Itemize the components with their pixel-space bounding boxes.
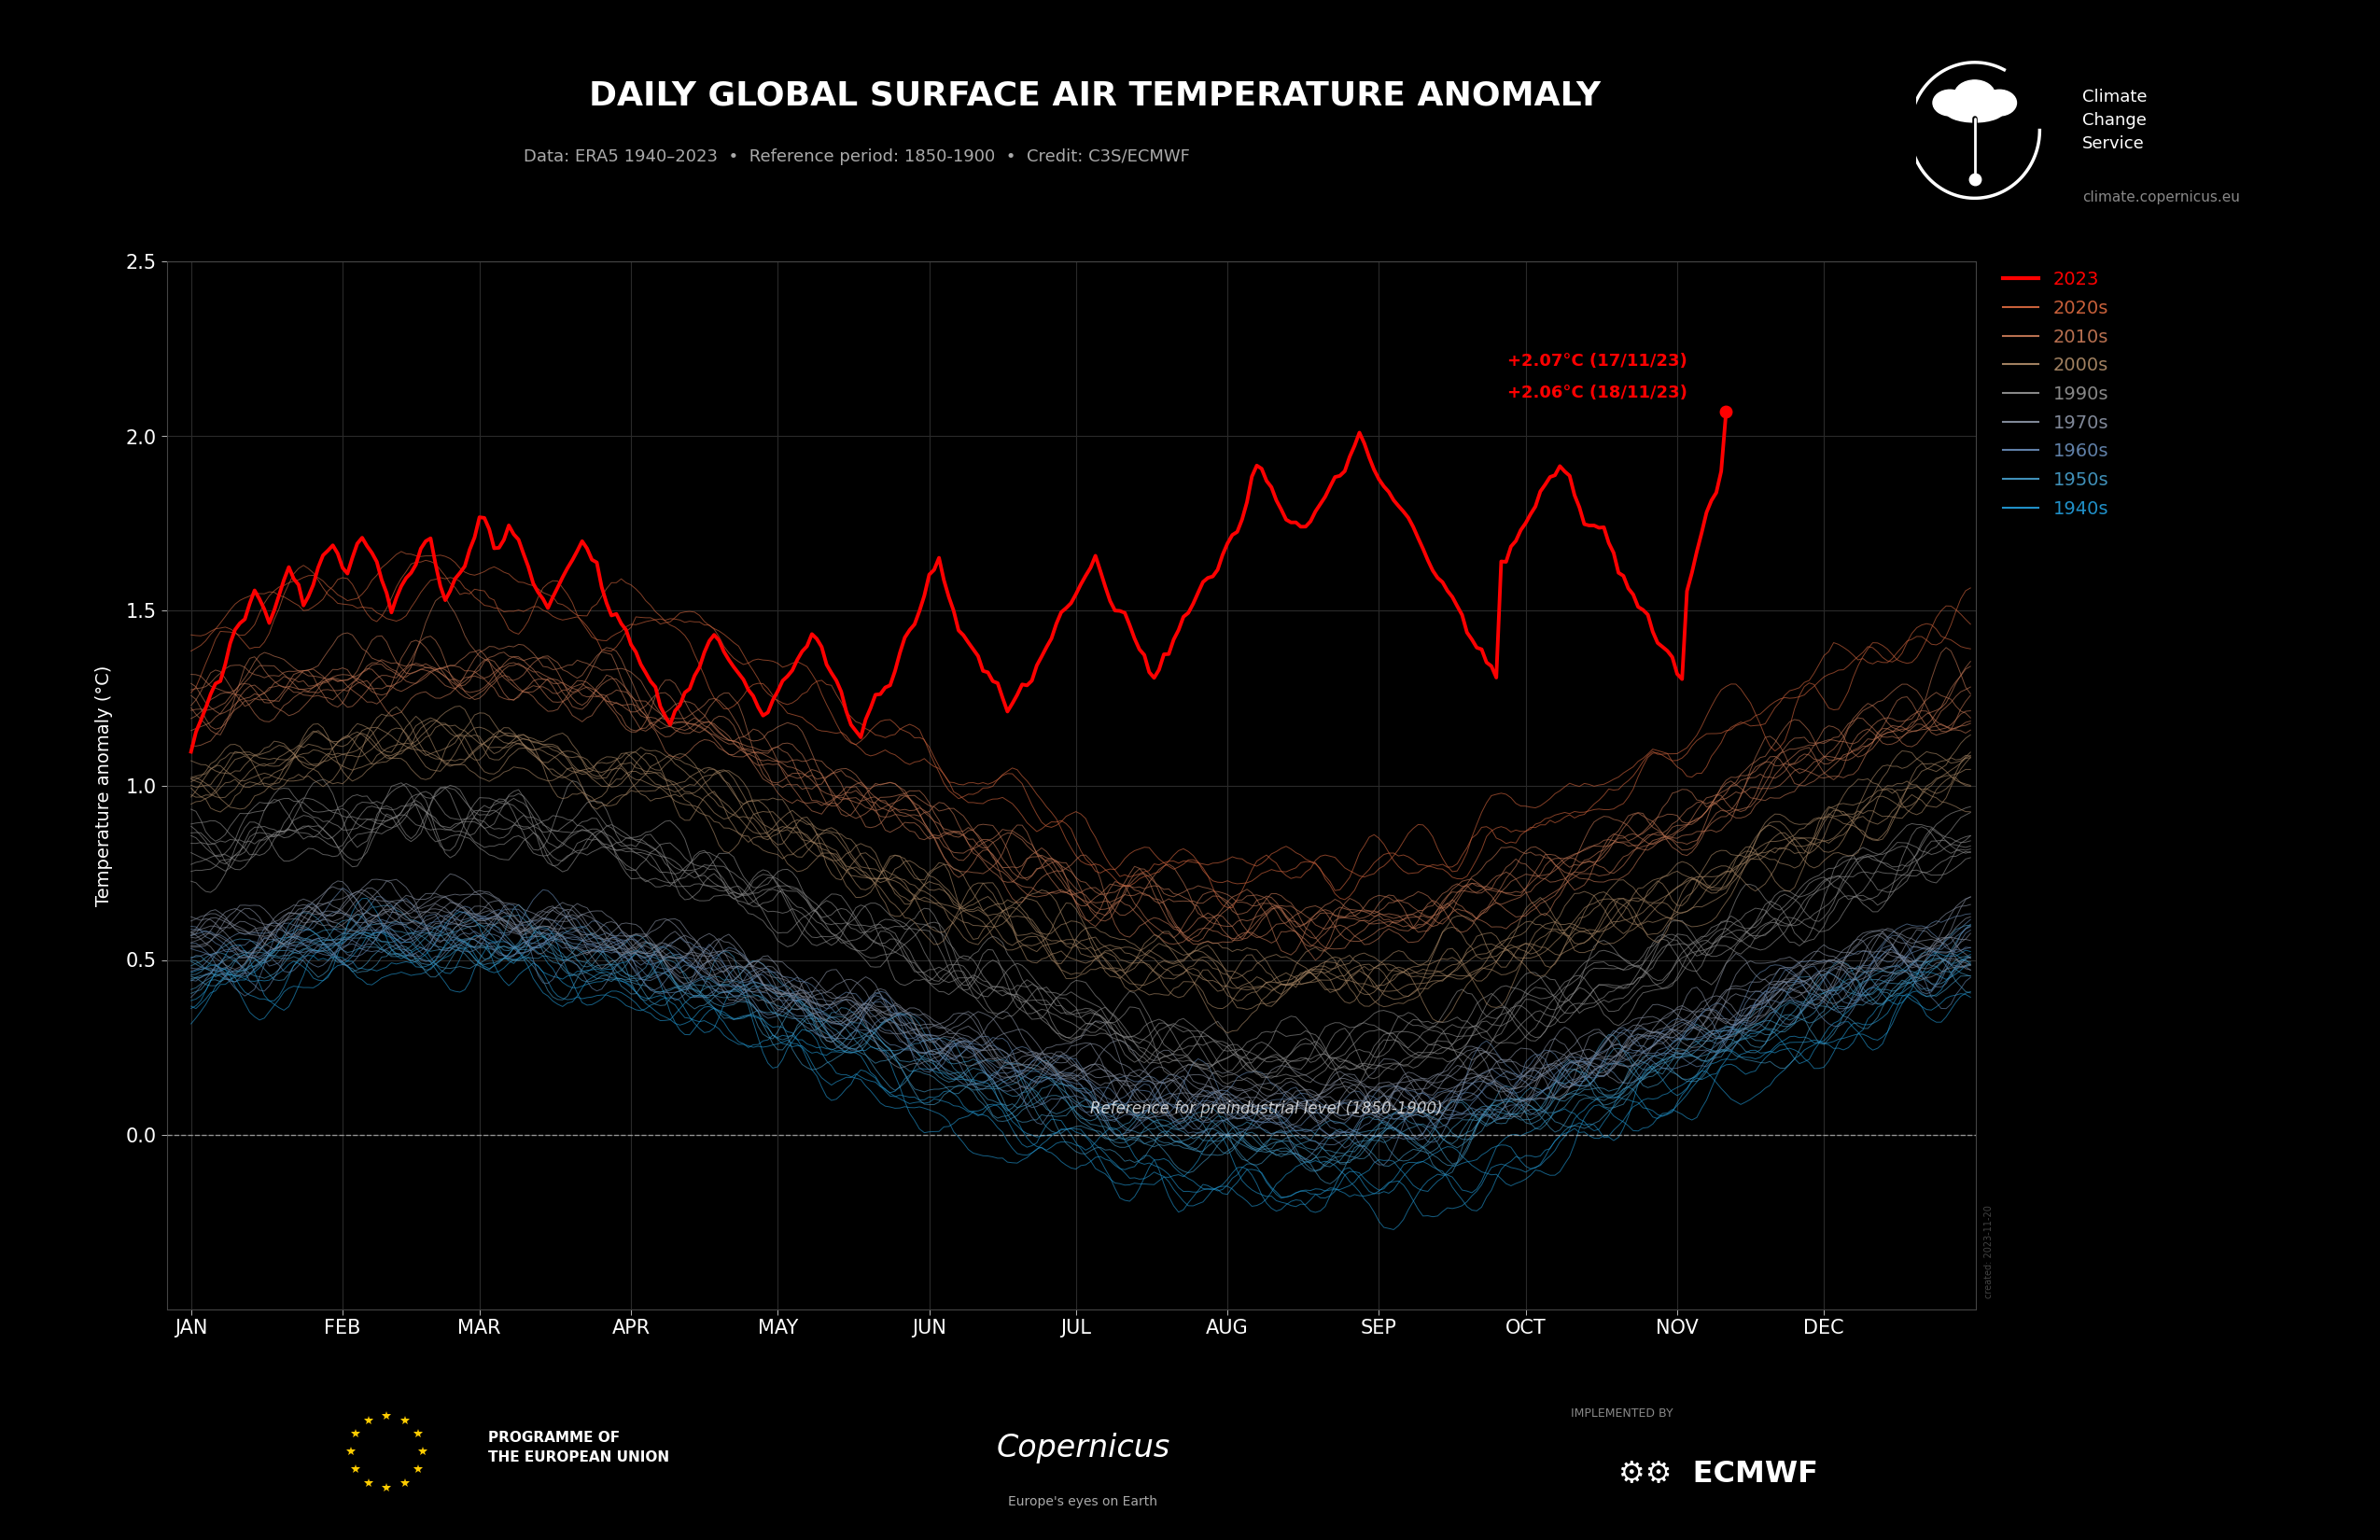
Text: Climate
Change
Service: Climate Change Service xyxy=(2082,88,2147,152)
Text: +2.06°C (18/11/23): +2.06°C (18/11/23) xyxy=(1507,385,1687,402)
Text: Data: ERA5 1940–2023  •  Reference period: 1850-1900  •  Credit: C3S/ECMWF: Data: ERA5 1940–2023 • Reference period:… xyxy=(524,149,1190,165)
Text: IMPLEMENTED BY: IMPLEMENTED BY xyxy=(1571,1408,1673,1420)
Y-axis label: Temperature anomaly (°C): Temperature anomaly (°C) xyxy=(95,665,112,906)
Text: Reference for preindustrial level (1850-1900): Reference for preindustrial level (1850-… xyxy=(1090,1100,1442,1116)
Ellipse shape xyxy=(1983,89,2016,116)
Ellipse shape xyxy=(1933,89,1966,116)
Text: ⚙⚙  ECMWF: ⚙⚙ ECMWF xyxy=(1618,1460,1818,1488)
Text: Copernicus: Copernicus xyxy=(995,1432,1171,1463)
Ellipse shape xyxy=(1944,100,2004,122)
Legend: 2023, 2020s, 2010s, 2000s, 1990s, 1970s, 1960s, 1950s, 1940s: 2023, 2020s, 2010s, 2000s, 1990s, 1970s,… xyxy=(2002,271,2109,517)
Text: DAILY GLOBAL SURFACE AIR TEMPERATURE ANOMALY: DAILY GLOBAL SURFACE AIR TEMPERATURE ANO… xyxy=(588,80,1602,111)
Text: +2.07°C (17/11/23): +2.07°C (17/11/23) xyxy=(1507,353,1687,370)
Text: PROGRAMME OF
THE EUROPEAN UNION: PROGRAMME OF THE EUROPEAN UNION xyxy=(488,1431,669,1465)
Text: Europe's eyes on Earth: Europe's eyes on Earth xyxy=(1009,1495,1157,1508)
Text: created: 2023-11-20: created: 2023-11-20 xyxy=(1985,1206,1994,1298)
Ellipse shape xyxy=(1954,80,1994,109)
Text: climate.copernicus.eu: climate.copernicus.eu xyxy=(2082,189,2240,205)
